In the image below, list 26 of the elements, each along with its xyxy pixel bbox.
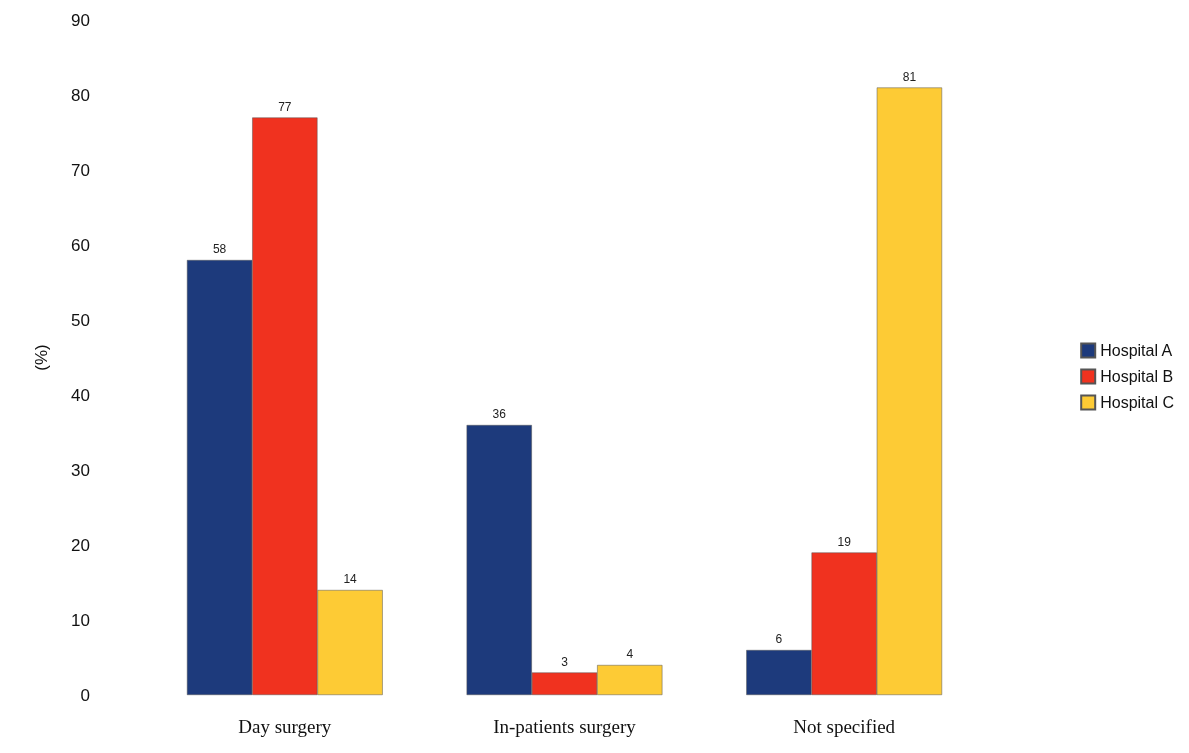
data-label: 4 [626,647,634,661]
x-tick-label: Day surgery [238,716,332,737]
data-label: 3 [561,654,569,669]
data-label: 14 [343,572,358,586]
y-tick-label: 70 [71,160,90,180]
y-tick-label: 90 [71,10,90,30]
x-tick-label: Not specified [793,716,896,737]
data-label: 19 [837,534,852,549]
data-label: 36 [492,407,507,421]
y-tick-label: 20 [71,535,90,555]
data-label: 81 [902,69,917,84]
x-tick-label: In-patients surgery [493,716,637,737]
legend-label: Hospital C [1100,394,1175,411]
y-tick-label: 60 [71,235,90,255]
data-label: 77 [278,99,292,114]
legend-label: Hospital B [1100,368,1174,385]
y-tick-label: 10 [71,610,90,630]
y-tick-label: 0 [80,685,90,705]
data-label: 6 [775,632,783,646]
y-tick-label: 80 [71,85,90,105]
y-tick-label: 30 [71,460,90,480]
y-axis-title: (%) [32,344,51,371]
y-tick-label: 40 [71,385,90,405]
legend-label: Hospital A [1100,342,1173,359]
y-tick-label: 50 [71,310,90,330]
data-label: 58 [212,242,227,256]
